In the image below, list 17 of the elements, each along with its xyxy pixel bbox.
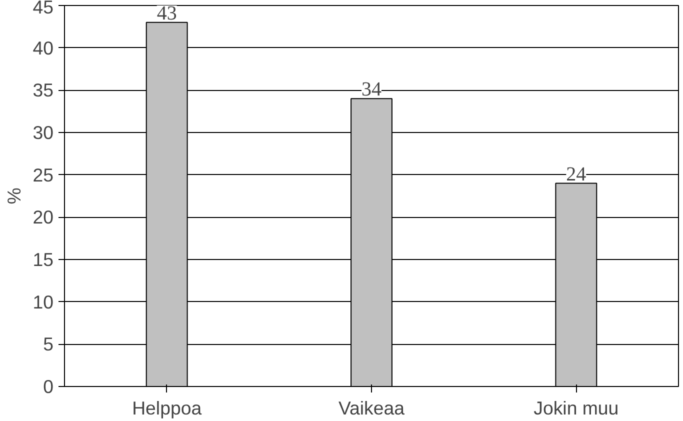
y-tick-label: 30 [32, 122, 54, 143]
y-tick-label: 5 [43, 334, 54, 355]
y-tick-label: 20 [32, 206, 54, 228]
y-axis-title: % [4, 188, 25, 204]
y-tick-label: 10 [32, 291, 54, 312]
x-tick-label: Jokin muu [534, 398, 619, 418]
x-tick-label: Helppoa [132, 398, 202, 418]
y-tick-label: 15 [32, 249, 54, 270]
y-tick-label: 25 [32, 164, 54, 186]
y-tick-label: 0 [43, 376, 54, 397]
y-tick-label: 40 [32, 37, 54, 58]
x-tick-label: Vaikeaa [338, 398, 406, 418]
data-label: 24 [566, 163, 586, 186]
y-tick-label: 35 [32, 80, 54, 101]
data-label: 34 [362, 78, 382, 101]
y-tick-label: 45 [32, 0, 54, 18]
data-label: 43 [156, 2, 177, 24]
